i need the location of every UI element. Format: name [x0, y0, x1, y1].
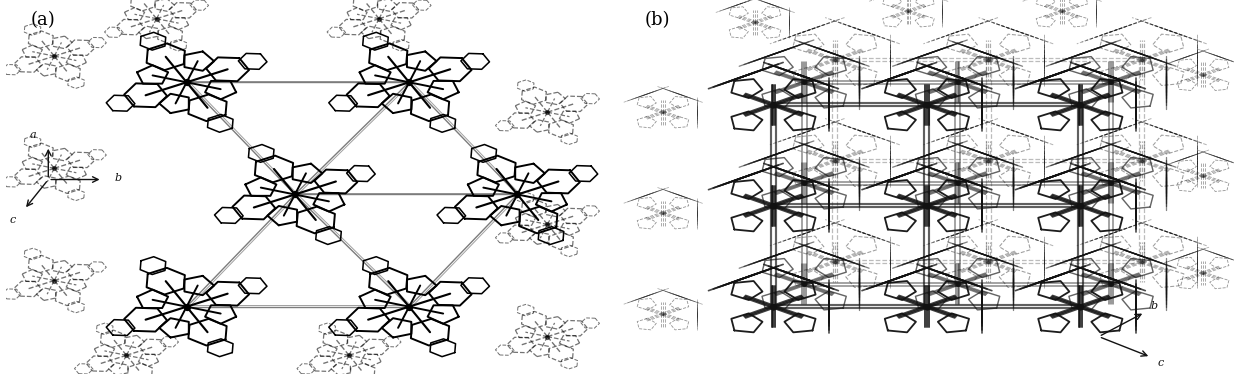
Text: b: b [114, 174, 122, 183]
Text: a: a [30, 131, 36, 140]
Text: (b): (b) [645, 11, 670, 29]
Text: c: c [1157, 358, 1163, 368]
Text: b: b [1151, 301, 1158, 310]
Text: (a): (a) [30, 11, 55, 29]
Text: c: c [9, 215, 15, 224]
